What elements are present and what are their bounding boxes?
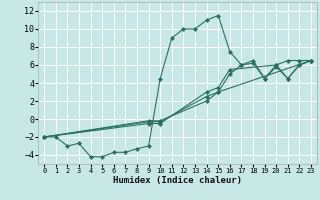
X-axis label: Humidex (Indice chaleur): Humidex (Indice chaleur) <box>113 176 242 185</box>
